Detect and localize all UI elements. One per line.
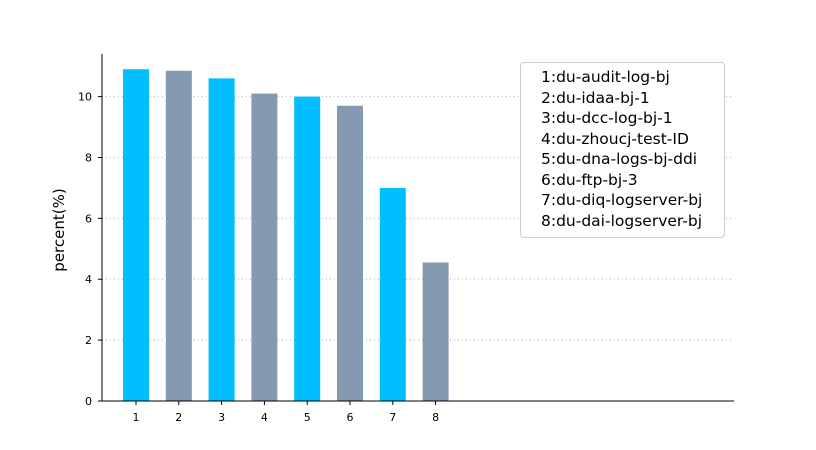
x-tick-label: 1 bbox=[133, 411, 140, 424]
x-axis-ticks: 1 2 3 4 5 6 7 8 bbox=[133, 401, 439, 424]
x-tick-label: 2 bbox=[175, 411, 182, 424]
bar-8 bbox=[422, 262, 449, 401]
bar-7 bbox=[379, 187, 406, 401]
legend: 1:du-audit-log-bj 2:du-idaa-bj-1 3:du-dcc-… bbox=[520, 62, 725, 238]
legend-item: 4:du-zhoucj-test-ID bbox=[541, 129, 689, 148]
grid-lines bbox=[102, 96, 734, 341]
y-tick-label: 8 bbox=[85, 151, 92, 164]
x-tick-label: 7 bbox=[389, 411, 396, 424]
axes bbox=[101, 54, 734, 402]
legend-item: 1:du-audit-log-bj bbox=[541, 68, 670, 86]
legend-item: 8:du-dai-logserver-bj bbox=[541, 211, 703, 230]
legend-item: 6:du-ftp-bj-3 bbox=[541, 170, 638, 189]
x-tick-label: 6 bbox=[347, 411, 354, 424]
legend-item: 3:du-dcc-log-bj-1 bbox=[541, 109, 673, 127]
y-tick-label: 2 bbox=[85, 334, 92, 347]
y-axis-label: percent(%) bbox=[50, 188, 68, 271]
bar-6 bbox=[337, 105, 363, 402]
bar-5 bbox=[294, 96, 321, 401]
y-axis-ticks: 0 2 4 6 8 10 bbox=[78, 91, 102, 408]
y-tick-label: 6 bbox=[85, 212, 92, 225]
x-tick-label: 4 bbox=[261, 411, 268, 424]
bar-1 bbox=[123, 69, 149, 401]
legend-item: 2:du-idaa-bj-1 bbox=[541, 88, 650, 107]
y-tick-label: 0 bbox=[85, 395, 92, 408]
y-tick-label: 4 bbox=[85, 273, 92, 286]
x-tick-label: 5 bbox=[304, 411, 311, 424]
x-tick-label: 3 bbox=[218, 411, 225, 424]
y-tick-label: 10 bbox=[78, 91, 92, 104]
bar-4 bbox=[251, 93, 278, 401]
bars bbox=[123, 69, 449, 402]
legend-item: 5:du-dna-logs-bj-ddi bbox=[541, 150, 698, 168]
x-tick-label: 8 bbox=[432, 411, 439, 424]
bar-2 bbox=[165, 70, 192, 402]
bar-3 bbox=[208, 78, 235, 401]
legend-item: 7:du-diq-logserver-bj bbox=[541, 191, 703, 209]
